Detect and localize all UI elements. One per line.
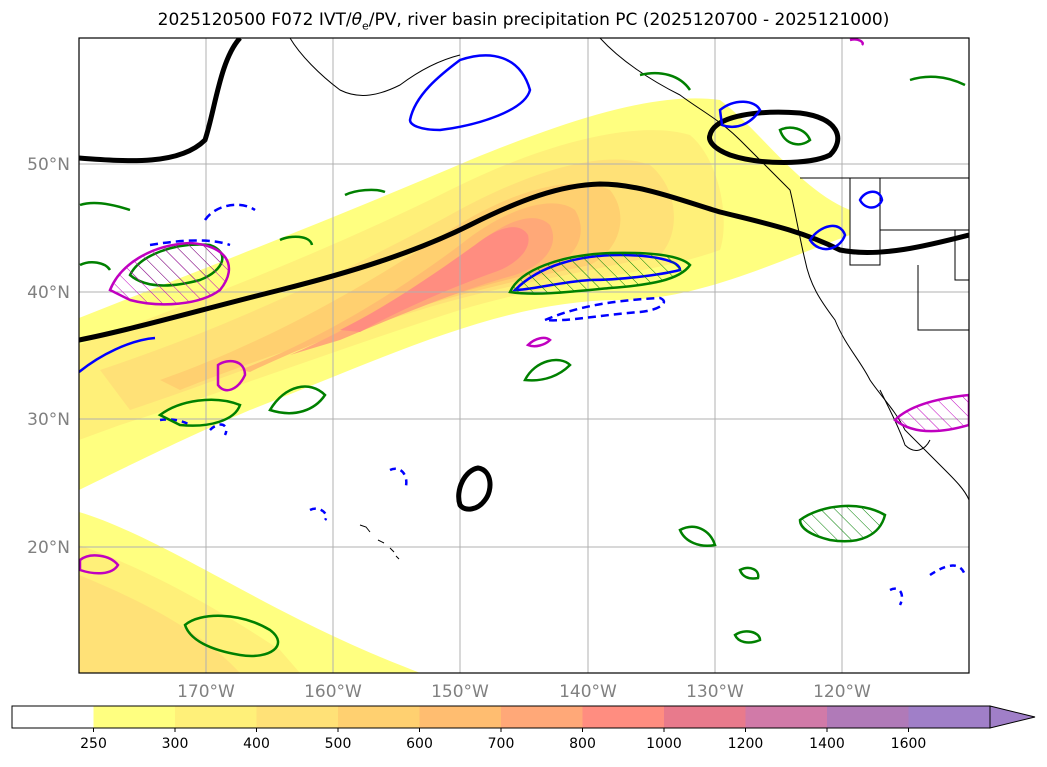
colorbar-extend-arrow (989, 705, 1036, 729)
theta-e-contour-main (79, 181, 969, 343)
pv-contour-alaska (408, 54, 532, 132)
precip-magenta-tropics (216, 359, 247, 392)
coastline-baja (879, 389, 931, 451)
coastlines (289, 38, 969, 560)
pv-contour-subtropics-dashed (159, 418, 967, 606)
lon-label-140w: 140°W (559, 682, 617, 702)
colorbar-segment (338, 706, 420, 728)
precip-tropics-2 (268, 385, 327, 415)
ivt-band-800 (340, 227, 529, 332)
state-borders (849, 178, 969, 331)
colorbar: 250 300 400 500 600 700 800 1000 1200 1400 1600 (11, 705, 1036, 752)
lon-label-160w: 160°W (304, 682, 362, 702)
longitude-labels: 170°W 160°W 150°W 140°W 130°W 120°W (177, 682, 871, 702)
colorbar-tick-label: 300 (162, 736, 189, 752)
precip-tropics-3 (183, 614, 280, 658)
pv-contour-inland (808, 190, 884, 251)
precip-magenta-contours (79, 38, 969, 575)
ivt-band-400-south (79, 575, 240, 673)
title-prefix: 2025120500 F072 IVT/ (157, 10, 352, 30)
colorbar-tick-label: 1600 (891, 736, 927, 752)
colorbar-tick-label: 250 (80, 736, 107, 752)
precip-tropics-6 (678, 525, 762, 644)
map-panel (79, 38, 969, 673)
precip-magenta-south (79, 554, 120, 575)
lon-label-150w: 150°W (431, 682, 489, 702)
theta-e-contour-north (79, 38, 242, 164)
colorbar-segment (908, 706, 990, 728)
precip-tropics-4 (798, 504, 887, 543)
colorbar-tick-label: 1400 (809, 736, 845, 752)
pv-contour-west-dashed (149, 203, 256, 247)
latitude-labels: 50°N 40°N 30°N 20°N (27, 155, 70, 558)
precip-north-clusters (79, 71, 966, 271)
map-title: 2025120500 F072 IVT/θe/PV, river basin p… (0, 10, 1047, 32)
colorbar-tick-label: 1200 (728, 736, 764, 752)
precip-magenta-west (108, 241, 231, 306)
colorbar-segment (175, 706, 257, 728)
precip-magenta-baja (893, 393, 969, 433)
coastline-north-america (599, 38, 969, 501)
lat-label-20n: 20°N (27, 538, 70, 558)
coastline-alaska (289, 38, 461, 96)
precip-tropics-5 (523, 358, 572, 382)
colorbar-segment (501, 706, 583, 728)
colorbar-segment (582, 706, 664, 728)
lon-label-130w: 130°W (686, 682, 744, 702)
precip-tropics-1 (157, 398, 242, 427)
lat-label-50n: 50°N (27, 155, 70, 175)
hawaii-islands (359, 524, 400, 560)
precip-magenta-ar (525, 38, 864, 348)
lat-label-40n: 40°N (27, 283, 70, 303)
lon-label-120w: 120°W (813, 682, 871, 702)
colorbar-segment (256, 706, 338, 728)
colorbar-tick-label: 600 (406, 736, 433, 752)
colorbar-segment (419, 706, 501, 728)
colorbar-tick-label: 700 (488, 736, 515, 752)
title-theta-sub: e (362, 19, 369, 33)
colorbar-segment (745, 706, 827, 728)
precip-ar-band (508, 251, 692, 295)
map-frame (78, 37, 970, 674)
lon-label-170w: 170°W (177, 682, 235, 702)
pv-contour-west (79, 336, 156, 373)
colorbar-segment (93, 706, 175, 728)
colorbar-segment (664, 706, 746, 728)
colorbar-tick-label: 1000 (646, 736, 682, 752)
ivt-shading (79, 98, 850, 673)
colorbar-tick-label: 400 (243, 736, 270, 752)
title-suffix: /PV, river basin precipitation PC (20251… (368, 10, 890, 30)
colorbar-segment (827, 706, 909, 728)
lat-label-30n: 30°N (27, 410, 70, 430)
colorbar-segment (12, 706, 94, 728)
colorbar-tick-label: 500 (325, 736, 352, 752)
pv-contour-nw-coast (718, 100, 762, 129)
title-theta: θ (351, 10, 362, 30)
colorbar-tick-label: 800 (569, 736, 596, 752)
theta-e-contour-small-low (456, 465, 493, 512)
